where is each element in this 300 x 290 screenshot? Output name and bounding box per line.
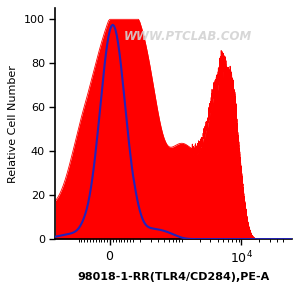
Text: WWW.PTCLAB.COM: WWW.PTCLAB.COM	[124, 30, 252, 43]
X-axis label: 98018-1-RR(TLR4/CD284),PE-A: 98018-1-RR(TLR4/CD284),PE-A	[77, 272, 270, 282]
Y-axis label: Relative Cell Number: Relative Cell Number	[8, 65, 18, 183]
